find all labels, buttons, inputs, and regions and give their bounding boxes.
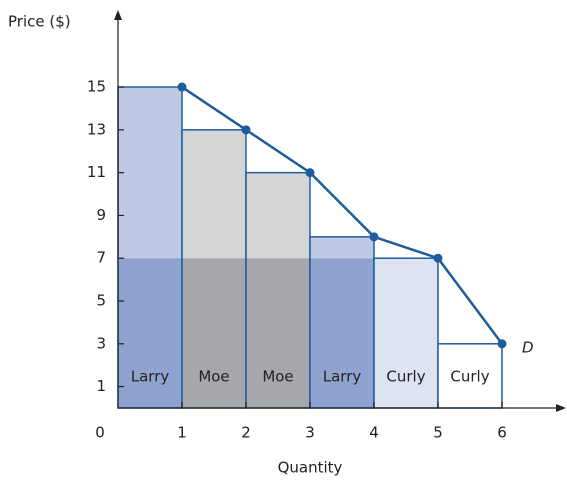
y-tick-label: 1: [96, 377, 106, 395]
y-tick-label: 9: [96, 206, 106, 224]
x-tick-label: 0: [95, 424, 105, 442]
y-tick-label: 13: [87, 120, 106, 138]
x-tick-label: 1: [177, 424, 187, 442]
y-tick-label: 3: [96, 334, 106, 352]
bar-lower: [118, 258, 182, 408]
y-axis-arrow: [114, 10, 122, 20]
x-axis-label: Quantity: [278, 459, 343, 477]
point: [305, 168, 315, 178]
x-tick-label: 6: [497, 424, 507, 442]
y-tick-label: 15: [87, 78, 106, 96]
bar: [438, 343, 502, 408]
point: [369, 232, 379, 242]
bar-label: Larry: [323, 368, 362, 386]
bar: [374, 258, 438, 408]
y-tick-label: 5: [96, 292, 106, 310]
x-axis-arrow: [556, 404, 566, 412]
x-tick-label: 3: [305, 424, 315, 442]
bar-upper: [182, 129, 246, 259]
bar-lower: [246, 258, 310, 408]
bar-label: Curly: [386, 368, 425, 386]
bar-lower: [310, 258, 374, 408]
bar-lower: [182, 258, 246, 408]
point: [497, 339, 507, 349]
bar-upper: [310, 236, 374, 259]
y-tick-label: 7: [96, 249, 106, 267]
point: [241, 125, 251, 135]
y-axis-label: Price ($): [8, 13, 71, 31]
series-label: D: [522, 338, 534, 356]
bar-label: Moe: [198, 368, 229, 386]
point: [433, 253, 443, 263]
demand-line: [181, 85, 504, 345]
x-tick-label: 5: [433, 424, 443, 442]
bar-upper: [118, 87, 182, 259]
x-tick-label: 2: [241, 424, 251, 442]
bar-label: Moe: [262, 368, 293, 386]
x-tick-label: 4: [369, 424, 379, 442]
y-tick-label: 11: [87, 163, 106, 181]
point: [177, 82, 187, 92]
bar-upper: [246, 172, 310, 259]
bar-label: Curly: [450, 368, 489, 386]
bar-label: Larry: [131, 368, 170, 386]
